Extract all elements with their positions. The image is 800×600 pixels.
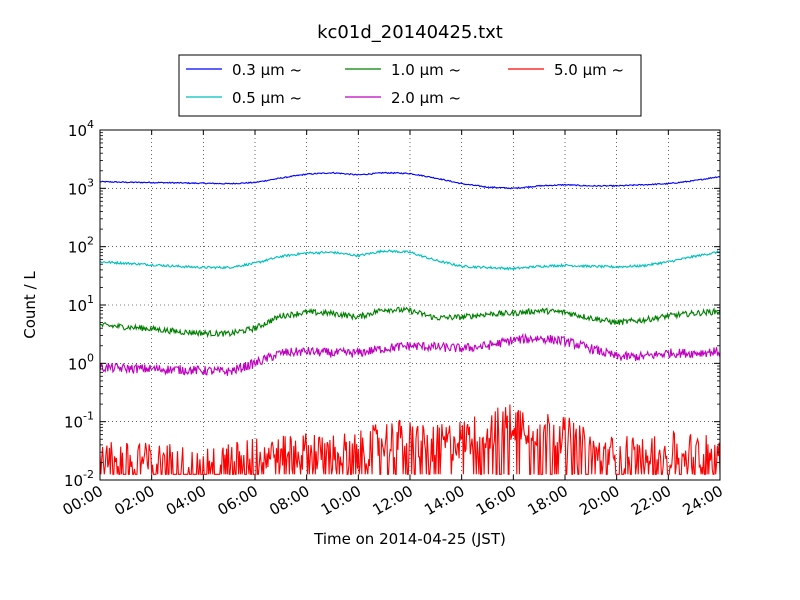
y-axis-label: Count / L	[21, 271, 39, 339]
series-line-5	[99, 404, 721, 475]
y-tick-label: 103	[68, 176, 94, 198]
y-tick-label: 101	[68, 293, 94, 315]
series-line-3	[99, 305, 721, 339]
x-axis-label: Time on 2014-04-25 (JST)	[313, 530, 506, 548]
series-line-4	[99, 332, 721, 376]
grid	[100, 130, 720, 480]
y-tick-label: 10-2	[64, 468, 94, 490]
y-tick-label: 104	[68, 118, 94, 140]
legend-label: 1.0 μm ~	[391, 61, 461, 79]
legend-label: 0.5 μm ~	[232, 89, 302, 107]
y-tick-label: 102	[68, 235, 94, 257]
legend-label: 2.0 μm ~	[391, 89, 461, 107]
y-tick-label: 10-1	[64, 410, 94, 432]
legend-label: 5.0 μm ~	[554, 61, 624, 79]
legend-box	[178, 54, 642, 117]
legend-label: 0.3 μm ~	[232, 61, 302, 79]
axis-ticks: 00:00 02:00 04:00 06:00 08:00 10:00 12:00 14:00…	[60, 118, 726, 519]
y-tick-label: 100	[68, 351, 94, 373]
series-line-1	[99, 171, 721, 190]
chart-title: kc01d_20140425.txt	[317, 22, 503, 43]
series-line-2	[99, 249, 721, 271]
legend: 0.3 μm ~ 0.5 μm ~ 1.0 μm ~ 2.0 μm ~ 5.0 μm ~	[178, 54, 642, 117]
series-layer	[99, 171, 721, 475]
